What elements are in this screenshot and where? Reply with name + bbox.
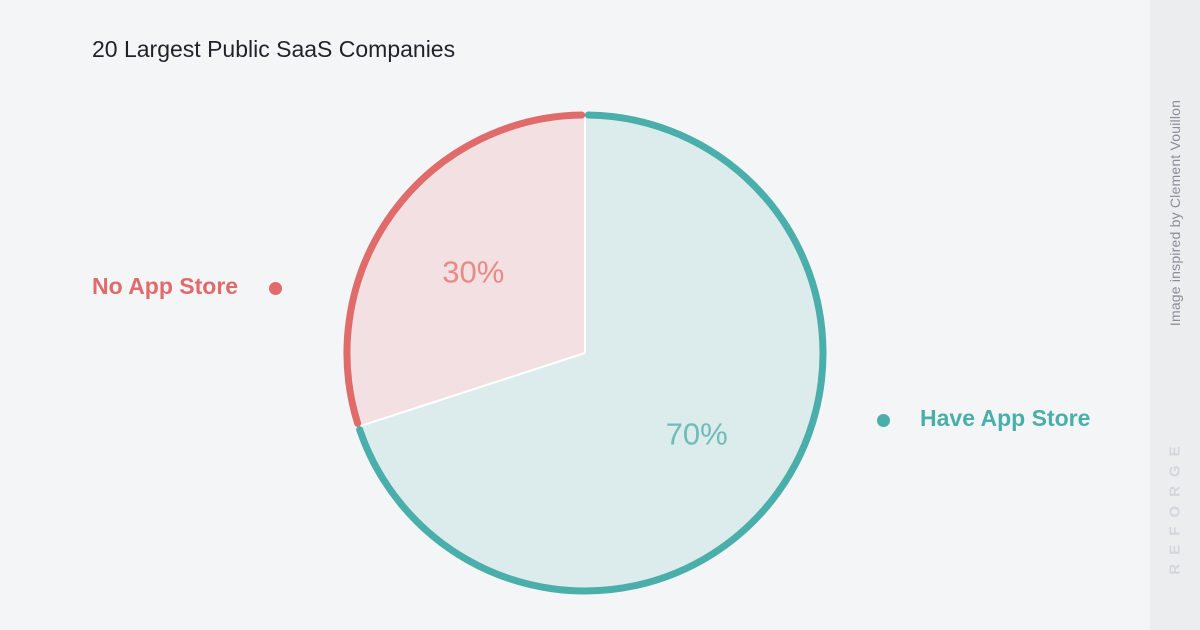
pie-chart: 70% 30% — [343, 111, 827, 595]
chart-title: 20 Largest Public SaaS Companies — [92, 36, 456, 62]
pie-rim-no-app-store — [343, 111, 586, 427]
slice-fills — [347, 115, 823, 591]
side-strip — [1150, 0, 1200, 630]
brand-watermark: REFORGE — [1166, 437, 1184, 575]
legend-label-no-app-store: No App Store — [92, 273, 239, 299]
legend-dot-no-app-store — [269, 282, 282, 295]
slice-percent-no-app-store: 30% — [442, 254, 504, 289]
pie-slice-have-app-store — [358, 115, 823, 591]
pie-slice-no-app-store — [347, 115, 585, 427]
slice-rims — [343, 111, 827, 595]
slice-divider — [358, 352, 586, 428]
slice-percent-have-app-store: 70% — [666, 417, 728, 452]
legend-dot-have-app-store — [877, 414, 890, 427]
legend-label-have-app-store: Have App Store — [920, 405, 1091, 431]
slice-dividers — [358, 115, 586, 428]
image-credit: Image inspired by Clement Vouillon — [1167, 99, 1183, 327]
slice-labels: 70% 30% — [442, 254, 727, 451]
pie-rim-have-app-store — [356, 111, 827, 595]
